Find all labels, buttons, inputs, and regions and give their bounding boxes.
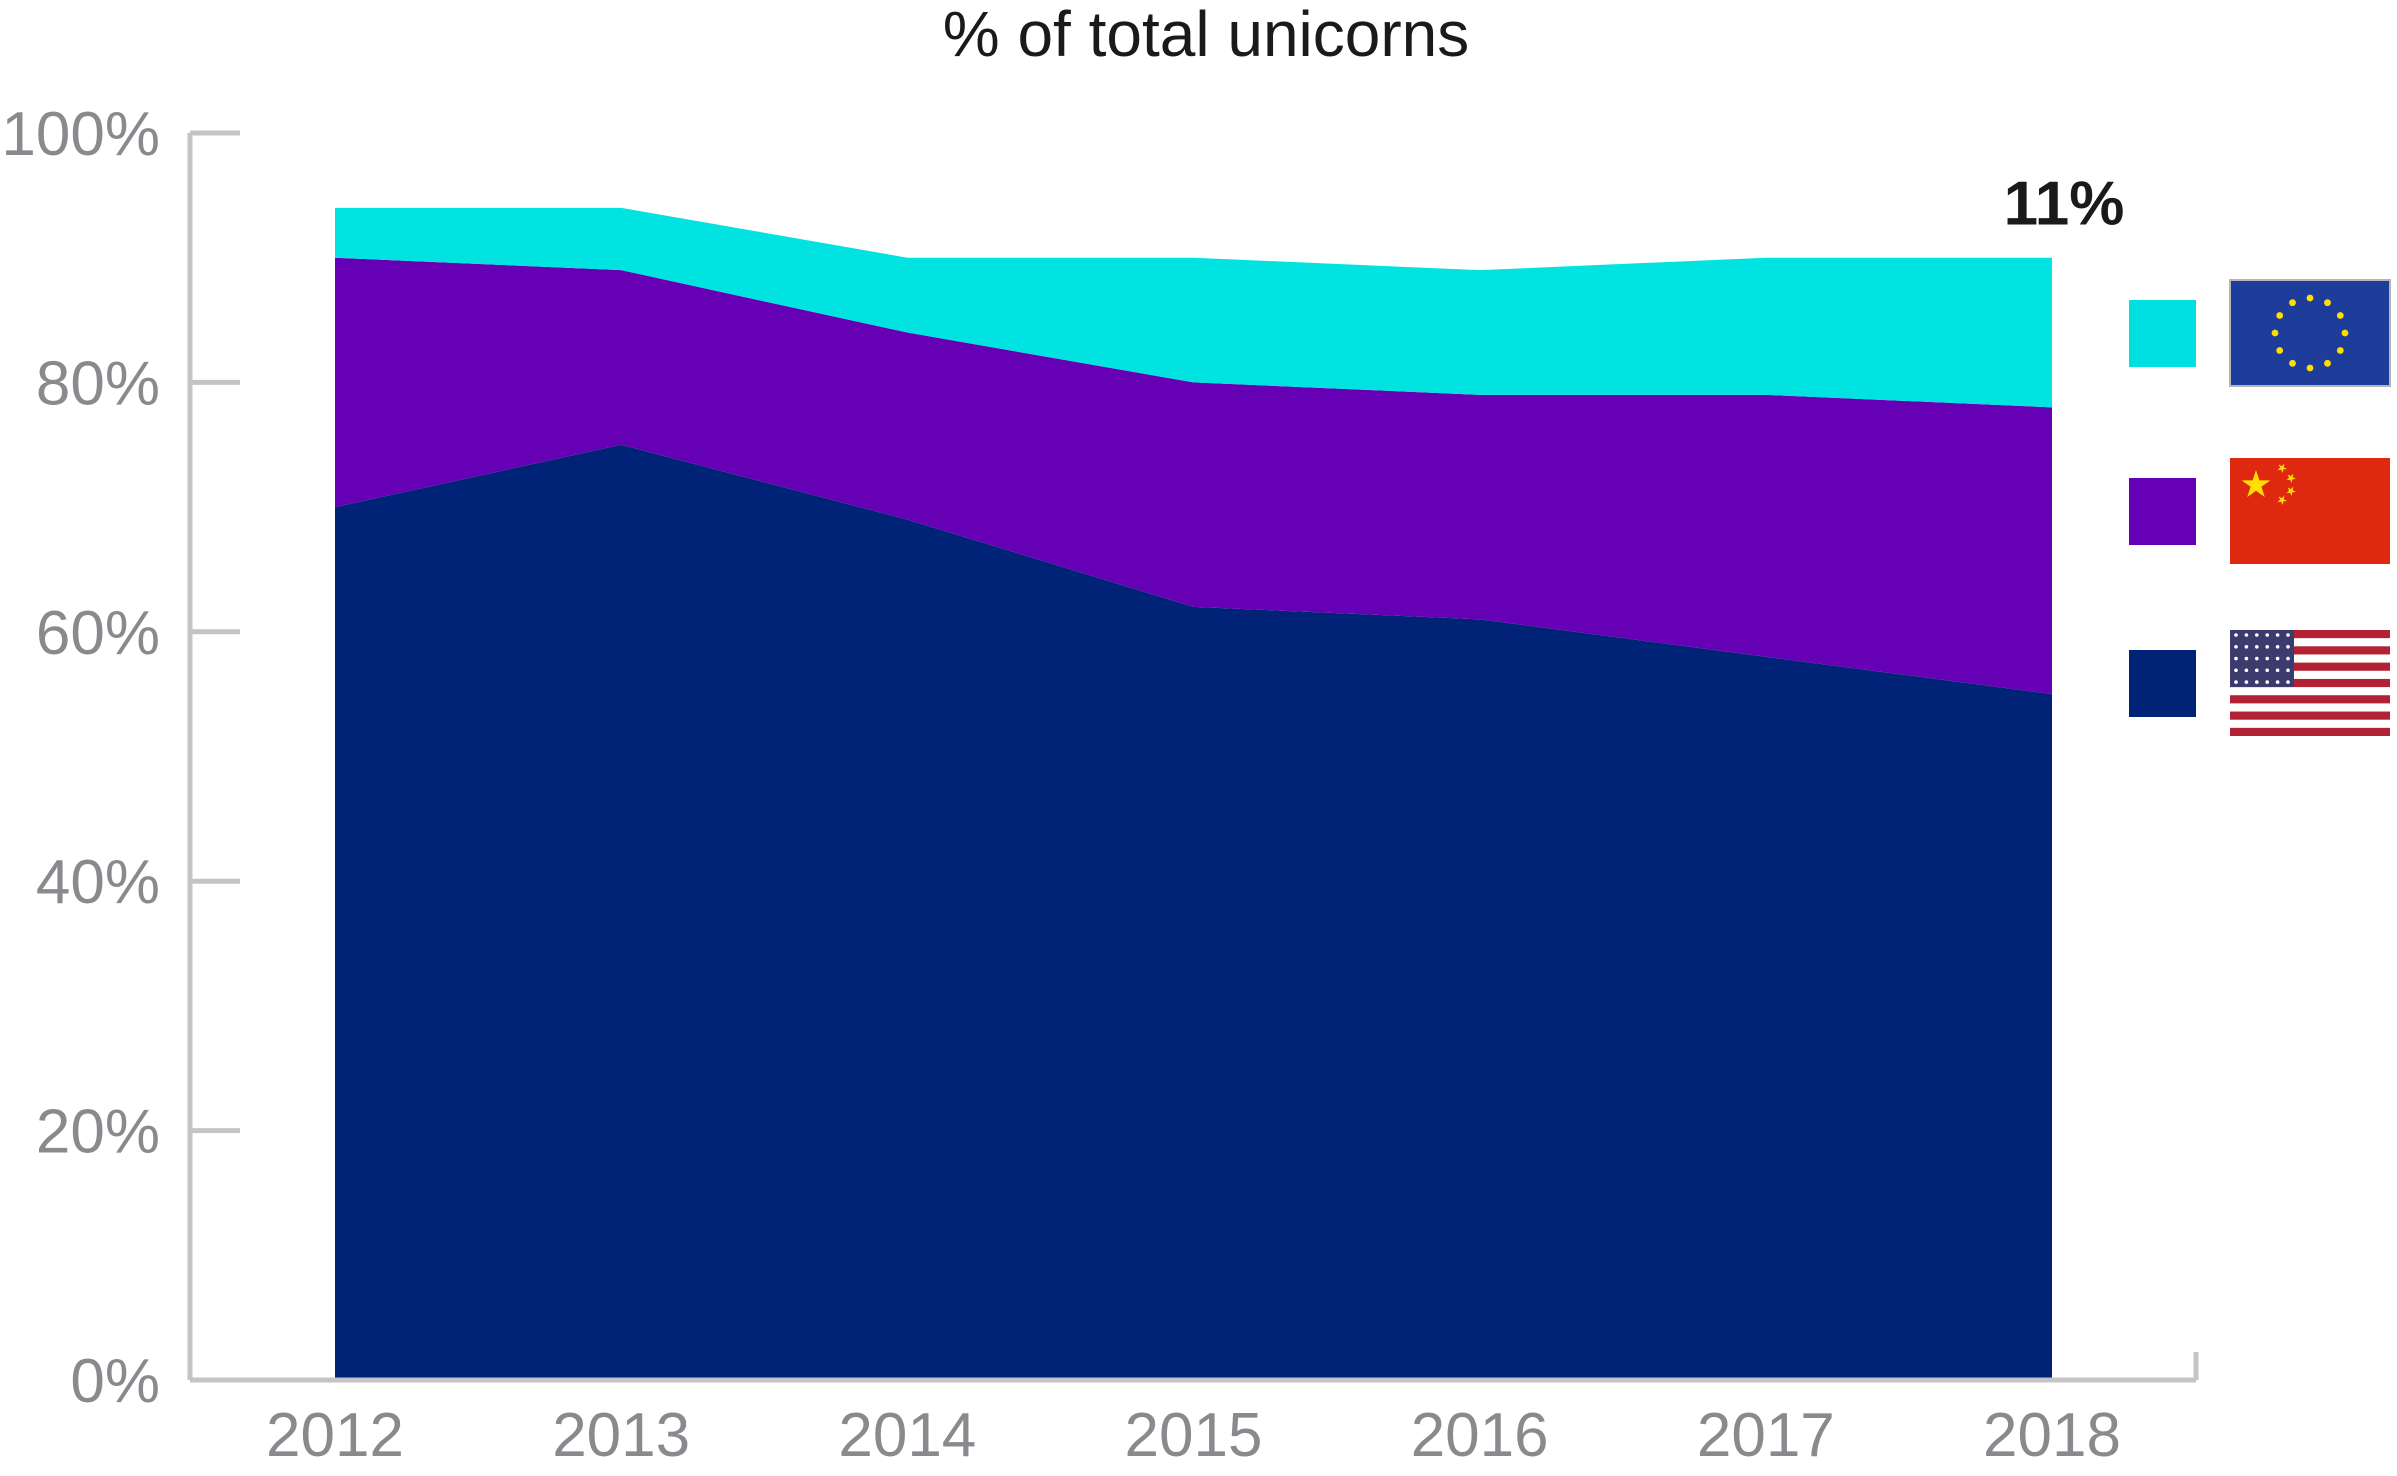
legend-swatch [2129, 478, 2196, 545]
y-tick-label: 100% [1, 100, 160, 169]
china-flag-icon [2230, 458, 2390, 564]
legend [2129, 279, 2391, 736]
x-tick-label: 2015 [1125, 1401, 1263, 1470]
x-axis-ticks: 2012 2013 2014 2015 2016 2017 2018 [266, 1401, 2121, 1470]
y-tick-label: 20% [36, 1098, 160, 1167]
area-series-usa [335, 444, 2052, 1380]
y-tick-label: 40% [36, 848, 160, 917]
axes [187, 133, 2199, 1383]
y-tick-label: 60% [36, 599, 160, 668]
x-tick-label: 2016 [1411, 1401, 1549, 1470]
area-series-group [335, 207, 2052, 1380]
x-tick-label: 2017 [1697, 1401, 1835, 1470]
chart-title: % of total unicorns [943, 0, 1470, 70]
x-tick-label: 2012 [266, 1401, 404, 1470]
y-axis-ticks: 0% 20% 40% 60% 80% 100% [1, 100, 240, 1416]
legend-swatch [2129, 650, 2196, 717]
usa-flag-icon [2230, 630, 2390, 736]
y-tick-label: 0% [70, 1347, 160, 1416]
area-series-china [335, 257, 2052, 695]
x-tick-label: 2013 [552, 1401, 690, 1470]
eu-flag-icon [2229, 279, 2391, 387]
annotation-label: 11% [2004, 170, 2125, 239]
legend-item-usa [2129, 630, 2390, 736]
legend-item-europe [2129, 279, 2391, 387]
area-series-europe [335, 207, 2052, 408]
y-tick-label: 80% [36, 349, 160, 418]
x-tick-label: 2018 [1983, 1401, 2121, 1470]
x-tick-label: 2014 [838, 1401, 976, 1470]
legend-item-china [2129, 458, 2390, 564]
legend-swatch [2129, 300, 2196, 367]
